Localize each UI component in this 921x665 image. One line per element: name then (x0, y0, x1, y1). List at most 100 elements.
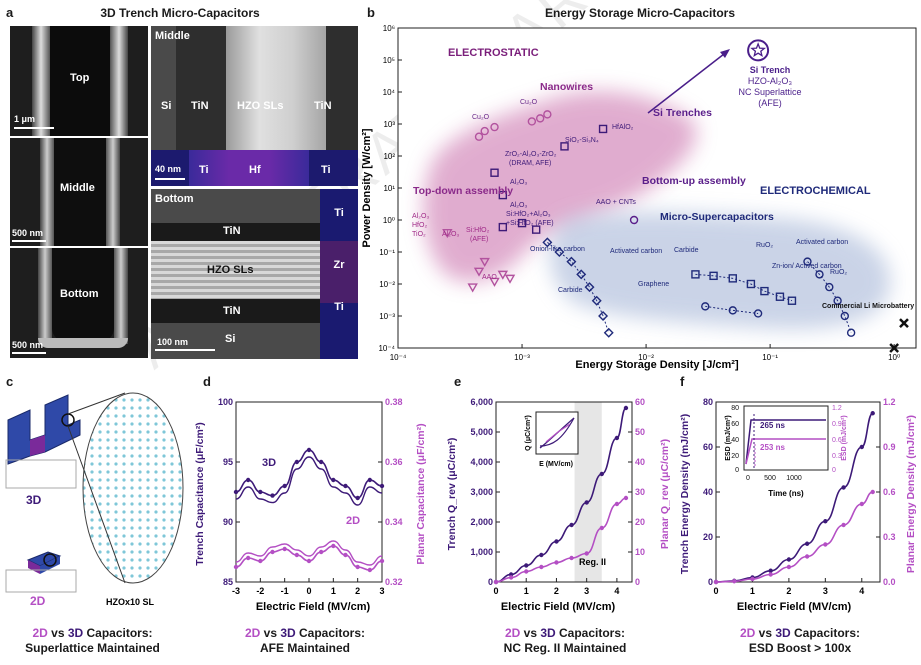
b-point (825, 282, 834, 292)
yl-tick-label: 40 (703, 487, 713, 497)
svg-text:20: 20 (731, 453, 739, 460)
series-line-return (235, 456, 383, 506)
series-point (294, 552, 300, 558)
electrochemical-region (549, 212, 891, 330)
lbl-ruo2-1: RuO₂ (756, 242, 773, 249)
series-point (524, 563, 529, 568)
f-xlabel: Electric Field (MV/cm) (737, 601, 852, 613)
b-xtick-label: 10⁻⁴ (390, 353, 407, 362)
b-point (576, 269, 587, 280)
layer-hzo: HZO SLs (237, 100, 284, 112)
series-line (495, 407, 627, 583)
series-point (599, 471, 604, 477)
f-ylabel-right: Planar Energy Density (mJ/cm²) (905, 415, 917, 573)
yl-tick-label: 80 (703, 397, 713, 407)
cap-e-rest: Capacitors: (555, 626, 626, 640)
yr-tick-label: 10 (635, 547, 645, 557)
b-point (753, 309, 763, 318)
series-line-return (235, 540, 383, 566)
nanowires-label: Nanowires (540, 81, 593, 93)
series-point (599, 525, 604, 531)
series-point (539, 564, 544, 570)
series-point (859, 444, 864, 450)
star-arrowhead (720, 49, 730, 58)
series-point (306, 447, 312, 453)
svg-text:40: 40 (731, 437, 739, 444)
b-ytick-label: 10² (383, 152, 395, 161)
x-tick-label: 1 (750, 586, 755, 596)
lbl-tio2-td: TiO₂ (412, 231, 426, 238)
star-line4: (AFE) (758, 98, 782, 108)
series-point (584, 500, 589, 505)
e-inset-xlabel: E (MV/cm) (539, 461, 573, 468)
series-point (554, 560, 559, 565)
b-point (889, 343, 900, 353)
panel-a-title: 3D Trench Micro-Capacitors (100, 6, 260, 20)
b-star-ring (747, 39, 770, 62)
lbl-ruo2-2: RuO₂ (830, 269, 847, 276)
series-point (508, 575, 514, 580)
svg-text:0.9: 0.9 (832, 421, 842, 428)
panel-b-ylabel: Power Density [W/cm²] (361, 128, 373, 248)
series-line (715, 412, 874, 583)
series-point (569, 555, 574, 561)
panel-c-caption: 2D vs 3D Capacitors: Superlattice Mainta… (0, 626, 185, 656)
b-ytick-label: 10⁶ (383, 24, 395, 33)
lbl-sihfo2-1: Si:HfO₂+Al₂O₃ (506, 211, 551, 218)
series-point (318, 549, 324, 555)
x-tick-label: 4 (859, 586, 864, 596)
b-ytick-label: 10⁻⁴ (378, 344, 395, 353)
series-point (569, 522, 574, 528)
tem-bottom-scale: 100 nm (157, 337, 189, 347)
lbl-carbide-1: Carbide (558, 287, 583, 294)
b-ytick-label: 10⁻¹ (379, 248, 395, 257)
svg-text:1.2: 1.2 (832, 405, 842, 412)
series-point (823, 519, 828, 524)
layer-tin-top: TiN (223, 225, 241, 237)
panel-b-title: Energy Storage Micro-Capacitors (544, 6, 736, 20)
eds-ti-right: Ti (321, 164, 331, 176)
eds-zr: Zr (333, 259, 345, 271)
b-point (691, 270, 700, 279)
svg-text:1000: 1000 (786, 475, 802, 482)
e-region-label-1: Reg. II (579, 557, 606, 567)
sem-bottom: Bottom 500 nm (10, 248, 148, 358)
series-point (539, 552, 544, 558)
panel-c-illustration: 3D 2D HZOx10 SL (5, 392, 184, 608)
lbl-sihfo2-td: Si:HfO₂ (466, 227, 490, 234)
b-ytick-label: 10⁴ (383, 88, 396, 97)
panel-d-chart: -3 -2 -1 0 1 2 3 85 90 95 100 0.32 0.34 0.36 0.38 3D 2… (194, 397, 427, 613)
star-line2: HZO-Al₂O₃ (748, 76, 792, 86)
series-point (614, 435, 620, 441)
cap-f-rest: Capacitors: (790, 626, 861, 640)
lbl-al2o3-td: Al₂O₃ (412, 213, 429, 220)
cap-e-vs: vs (520, 626, 541, 640)
layer-tin-left: TiN (191, 100, 209, 112)
lbl-sio2: SiO₂-Si₃N₄ (565, 137, 599, 144)
electrostatic-label: ELECTROSTATIC (448, 47, 539, 59)
layer-hzo-b: HZO SLs (207, 264, 254, 276)
e-ylabel-left: Trench Q_rev (μC/cm²) (446, 438, 458, 551)
svg-text:500: 500 (764, 475, 776, 482)
sem-top-label: Top (70, 72, 90, 84)
d-xlabel: Electric Field (MV/cm) (256, 601, 371, 613)
microsuper-label: Micro-Supercapacitors (660, 211, 774, 223)
series-point (804, 554, 810, 559)
lbl-li-battery: Commercial Li Microbattery (822, 303, 914, 310)
panel-b-axes: 10⁻⁴ 10⁻³ 10⁻² 10⁻¹ 10⁰ 10⁻⁴ 10⁻³ 10⁻² 10⁻¹ 10⁰ 10… (378, 24, 900, 362)
b-ytick-label: 10¹ (383, 184, 395, 193)
series-point (258, 558, 263, 564)
sem-middle-label: Middle (60, 182, 95, 194)
tem-middle: Middle Si TiN HZO SLs TiN Ti Hf Ti 40 nm (151, 26, 358, 186)
b-point (442, 229, 453, 239)
panel-d-label: d (203, 374, 211, 389)
b-ytick-label: 10⁻³ (379, 312, 395, 321)
cap-c-line2: Superlattice Maintained (25, 641, 160, 655)
b-point (542, 237, 553, 248)
panel-e-label: e (454, 374, 462, 389)
b-point (833, 296, 842, 305)
b-point (527, 117, 537, 126)
series-point (584, 551, 589, 556)
cap-e-2d: 2D (504, 626, 521, 640)
